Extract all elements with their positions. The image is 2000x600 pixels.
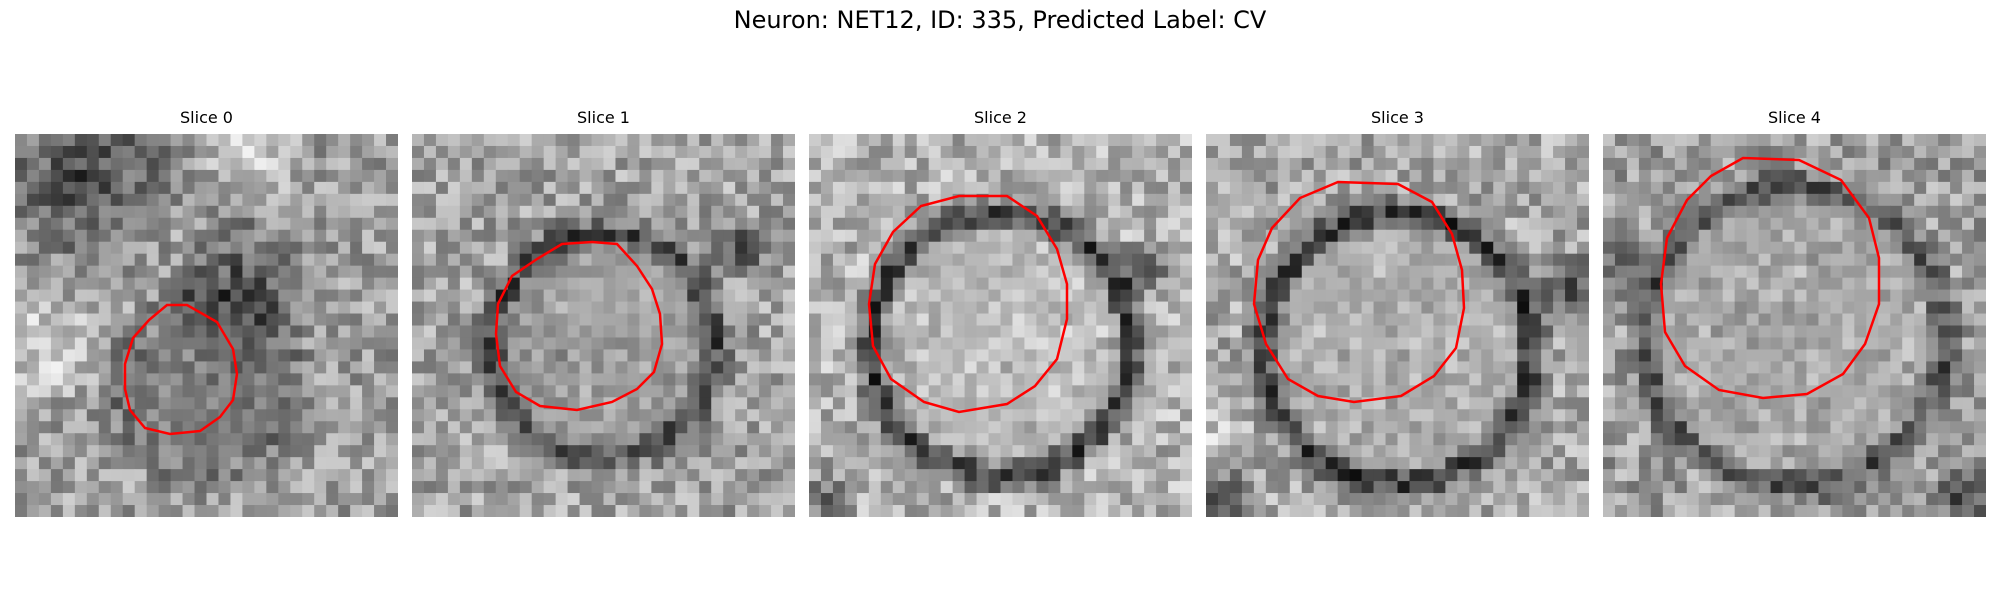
figure-title: Neuron: NET12, ID: 335, Predicted Label:… xyxy=(733,6,1267,34)
slice-title: Slice 4 xyxy=(1768,108,1821,127)
slice-title: Slice 0 xyxy=(180,108,233,127)
cell-contour xyxy=(1252,180,1466,404)
cell-contour xyxy=(123,303,239,436)
slice-image xyxy=(1206,134,1589,517)
slice-image xyxy=(1603,134,1986,517)
slice-image xyxy=(412,134,795,517)
slice-title: Slice 2 xyxy=(974,108,1027,127)
slice-image xyxy=(809,134,1192,517)
slice-title: Slice 1 xyxy=(577,108,630,127)
slice-title: Slice 3 xyxy=(1371,108,1424,127)
cell-contour xyxy=(494,240,664,412)
cell-contour xyxy=(1659,156,1881,400)
cell-contour xyxy=(867,194,1069,414)
slice-image xyxy=(15,134,398,517)
